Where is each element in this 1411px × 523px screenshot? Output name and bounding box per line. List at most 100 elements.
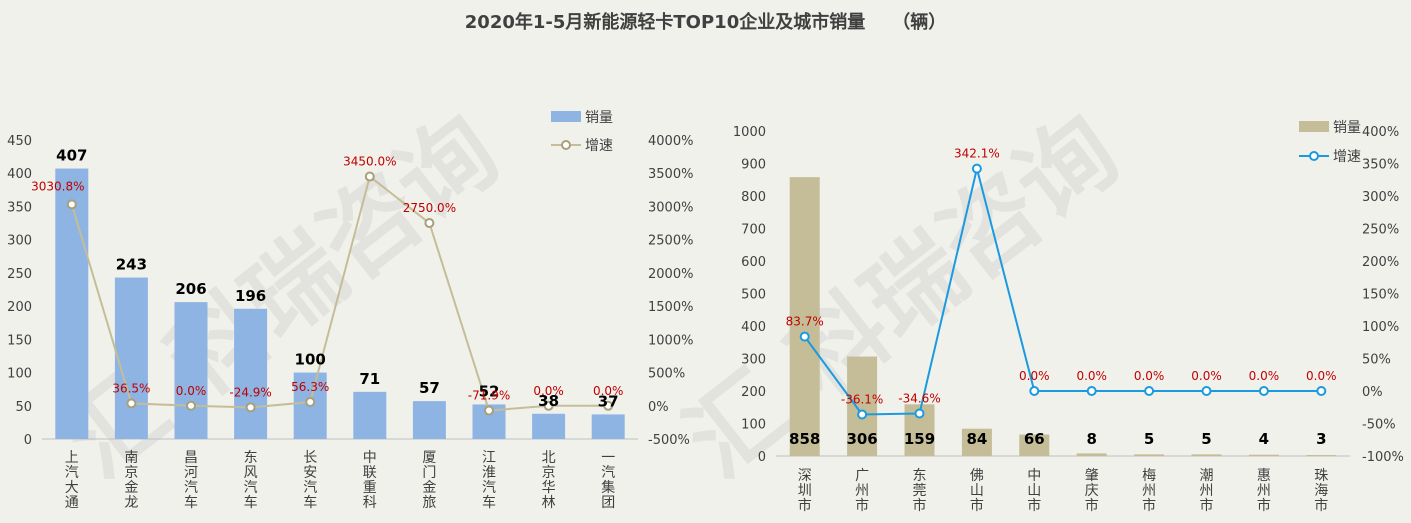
bar-value-label: 407 bbox=[56, 147, 87, 165]
bar bbox=[174, 302, 208, 439]
growth-marker bbox=[66, 199, 77, 210]
y-right-tick-label: 3000% bbox=[648, 200, 693, 215]
y-left-tick-label: 200 bbox=[7, 300, 32, 315]
bar bbox=[1191, 454, 1222, 456]
growth-marker bbox=[543, 400, 554, 411]
growth-value-label: 342.1% bbox=[954, 147, 1000, 161]
growth-marker bbox=[305, 397, 316, 408]
bar bbox=[55, 168, 89, 439]
y-left-tick-label: 350 bbox=[7, 200, 32, 215]
y-right-tick-label: 0% bbox=[1362, 385, 1383, 400]
x-category-label: 惠州市 bbox=[1257, 468, 1271, 514]
x-category-label: 佛山市 bbox=[970, 468, 984, 514]
x-category-label: 东莞市 bbox=[913, 468, 927, 514]
growth-value-label: 0.0% bbox=[1191, 369, 1222, 383]
growth-value-label: -71.9% bbox=[468, 389, 510, 403]
growth-value-label: 0.0% bbox=[1076, 369, 1107, 383]
growth-marker bbox=[245, 402, 256, 413]
y-right-tick-label: 1000% bbox=[648, 333, 693, 348]
bar bbox=[1134, 454, 1165, 456]
y-left-tick-label: 100 bbox=[7, 367, 32, 382]
growth-marker bbox=[364, 171, 375, 182]
y-left-tick-label: 500 bbox=[741, 288, 766, 303]
y-left-tick-label: 0 bbox=[24, 433, 32, 448]
legend-label-bar: 销量 bbox=[1333, 120, 1361, 136]
bar-value-label: 858 bbox=[789, 430, 820, 448]
growth-marker bbox=[857, 409, 868, 420]
y-left-tick-label: 800 bbox=[741, 190, 766, 205]
growth-marker bbox=[971, 163, 982, 174]
y-left-tick-label: 600 bbox=[741, 255, 766, 270]
x-category-label: 梅州市 bbox=[1142, 468, 1156, 514]
y-left-tick-label: 200 bbox=[741, 385, 766, 400]
growth-marker bbox=[424, 218, 435, 229]
x-category-label: 昌河汽车 bbox=[184, 450, 198, 511]
x-category-label: 东风汽车 bbox=[244, 450, 258, 511]
bar bbox=[591, 414, 625, 439]
growth-value-label: 3450.0% bbox=[343, 155, 396, 169]
x-category-label: 深圳市 bbox=[798, 468, 812, 514]
bar bbox=[847, 356, 878, 456]
y-right-tick-label: 150% bbox=[1362, 288, 1399, 303]
growth-marker bbox=[1201, 386, 1212, 396]
y-right-tick-label: 500% bbox=[648, 367, 685, 382]
bar bbox=[412, 401, 446, 439]
growth-marker bbox=[1316, 386, 1327, 396]
y-left-tick-label: 250 bbox=[7, 267, 32, 282]
bar-value-label: 57 bbox=[419, 379, 440, 397]
legend-marker-line bbox=[561, 140, 571, 150]
x-category-label: 北京华林 bbox=[542, 450, 556, 511]
bar-value-label: 100 bbox=[295, 351, 326, 369]
bar-value-label: 3 bbox=[1316, 430, 1326, 448]
bar bbox=[1019, 434, 1050, 456]
bar bbox=[532, 413, 566, 439]
growth-value-label: 0.0% bbox=[176, 384, 207, 398]
y-left-tick-label: 400 bbox=[741, 320, 766, 335]
growth-marker bbox=[1258, 386, 1269, 396]
growth-value-label: 0.0% bbox=[1134, 369, 1165, 383]
legend-label-line: 增速 bbox=[585, 138, 613, 154]
growth-marker bbox=[1029, 386, 1040, 396]
y-right-tick-label: 3500% bbox=[648, 167, 693, 182]
bar-value-label: 306 bbox=[846, 430, 877, 448]
y-right-tick-label: 2000% bbox=[648, 267, 693, 282]
growth-value-label: 56.3% bbox=[291, 380, 329, 394]
growth-value-label: 0.0% bbox=[1306, 369, 1337, 383]
bar-value-label: 159 bbox=[904, 430, 935, 448]
page-title: 2020年1-5月新能源轻卡TOP10企业及城市销量 （辆） bbox=[464, 12, 947, 33]
y-right-tick-label: 50% bbox=[1362, 353, 1391, 368]
x-category-label: 上汽大通 bbox=[65, 450, 79, 511]
growth-marker bbox=[799, 331, 810, 342]
bar bbox=[1076, 453, 1107, 456]
y-left-tick-label: 300 bbox=[741, 353, 766, 368]
bar-value-label: 5 bbox=[1144, 430, 1154, 448]
bar-value-label: 38 bbox=[538, 392, 559, 410]
y-right-tick-label: 4000% bbox=[648, 134, 693, 149]
y-left-tick-label: 150 bbox=[7, 333, 32, 348]
y-left-tick-label: 0 bbox=[758, 450, 766, 465]
y-right-tick-label: -50% bbox=[1362, 418, 1396, 433]
legend-label-bar: 销量 bbox=[585, 110, 613, 126]
x-category-label: 江淮汽车 bbox=[482, 450, 496, 511]
legend-swatch-bar bbox=[1299, 121, 1329, 132]
legend-marker-line bbox=[1309, 151, 1319, 161]
x-category-label: 中联重科 bbox=[363, 450, 377, 511]
growth-marker bbox=[484, 405, 494, 416]
legend-label-line: 增速 bbox=[1333, 149, 1361, 165]
growth-value-label: 3030.8% bbox=[31, 179, 84, 193]
y-left-tick-label: 100 bbox=[741, 418, 766, 433]
growth-value-label: -24.9% bbox=[229, 385, 271, 399]
y-right-tick-label: 100% bbox=[1362, 320, 1399, 335]
bar-value-label: 5 bbox=[1201, 430, 1211, 448]
x-category-label: 中山市 bbox=[1027, 468, 1041, 514]
y-right-tick-label: -500% bbox=[648, 433, 690, 448]
bar-value-label: 66 bbox=[1024, 430, 1045, 448]
bar-value-label: 71 bbox=[359, 370, 380, 388]
growth-value-label: 83.7% bbox=[786, 315, 824, 329]
x-category-label: 珠海市 bbox=[1314, 468, 1328, 514]
bar-value-label: 196 bbox=[235, 287, 266, 305]
growth-value-label: 0.0% bbox=[533, 384, 564, 398]
bar-value-label: 206 bbox=[175, 280, 206, 298]
y-right-tick-label: 400% bbox=[1362, 125, 1399, 140]
